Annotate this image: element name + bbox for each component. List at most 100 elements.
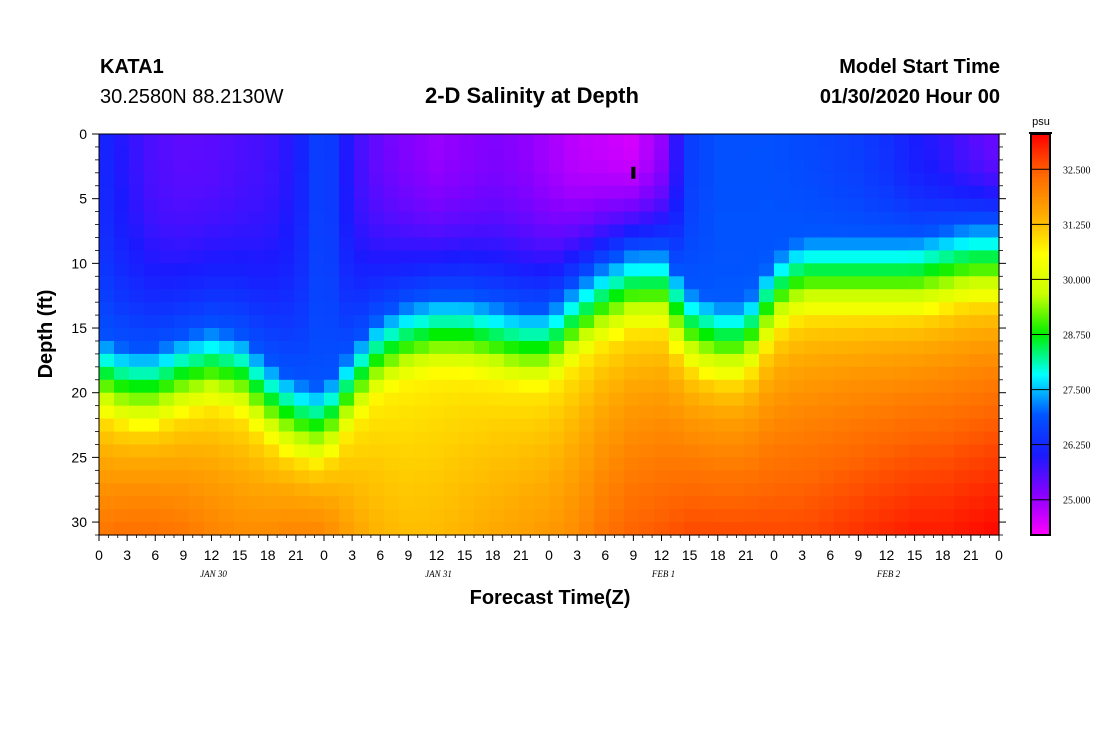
heatmap-cell: [294, 457, 310, 471]
heatmap-cell: [414, 159, 430, 174]
heatmap-cell: [309, 470, 325, 484]
heatmap-cell: [939, 340, 955, 355]
heatmap-cell: [144, 146, 160, 161]
heatmap-cell: [144, 224, 160, 239]
heatmap-cell: [354, 496, 370, 510]
heatmap-cell: [309, 263, 325, 277]
heatmap-cell: [324, 276, 340, 290]
heatmap-cell: [624, 418, 640, 433]
heatmap-cell: [654, 146, 670, 161]
heatmap-cell: [339, 392, 355, 407]
heatmap-cell: [189, 172, 205, 187]
heatmap-cell: [744, 522, 760, 536]
heatmap-cell: [699, 418, 715, 433]
heatmap-cell: [249, 470, 265, 484]
heatmap-cell: [804, 185, 820, 200]
heatmap-cell: [624, 302, 640, 316]
heatmap-cell: [744, 172, 760, 187]
heatmap-cell: [279, 366, 295, 381]
heatmap-cell: [294, 172, 310, 187]
heatmap-cell: [609, 198, 625, 213]
heatmap-cell: [609, 289, 625, 303]
heatmap-cell: [189, 198, 205, 213]
heatmap-cell: [714, 457, 730, 471]
heatmap-cell: [249, 483, 265, 497]
heatmap-cell: [234, 392, 250, 407]
heatmap-cell: [699, 509, 715, 523]
heatmap-cell: [504, 159, 520, 174]
heatmap-cell: [834, 392, 850, 407]
heatmap-cell: [174, 134, 190, 148]
heatmap-cell: [534, 289, 550, 303]
heatmap-cell: [894, 457, 910, 471]
heatmap-cell: [354, 146, 370, 161]
heatmap-cell: [879, 276, 895, 290]
heatmap-cell: [699, 237, 715, 252]
heatmap-cell: [894, 405, 910, 420]
heatmap-cell: [159, 340, 175, 355]
heatmap-cell: [534, 263, 550, 277]
heatmap-cell: [459, 379, 475, 394]
heatmap-cell: [849, 172, 865, 187]
heatmap-cell: [954, 250, 970, 264]
heatmap-cell: [834, 315, 850, 329]
heatmap-cell: [429, 340, 445, 355]
heatmap-cell: [699, 134, 715, 148]
heatmap-cell: [624, 496, 640, 510]
heatmap-cell: [219, 315, 235, 329]
heatmap-cell: [459, 224, 475, 239]
heatmap-cell: [519, 146, 535, 161]
heatmap-cell: [474, 172, 490, 187]
heatmap-cell: [339, 328, 355, 342]
heatmap-cell: [354, 457, 370, 471]
heatmap-cell: [714, 496, 730, 510]
heatmap-cell: [819, 146, 835, 161]
heatmap-cell: [279, 470, 295, 484]
colorbar-tick-label: 31.250: [1063, 220, 1091, 231]
heatmap-cell: [219, 353, 235, 368]
heatmap-cell: [459, 509, 475, 523]
heatmap-cell: [864, 444, 880, 458]
heatmap-cell: [204, 444, 220, 458]
heatmap-cell: [579, 366, 595, 381]
heatmap-cell: [414, 353, 430, 368]
heatmap-cell: [339, 159, 355, 174]
heatmap-cell: [564, 134, 580, 148]
heatmap-cell: [324, 353, 340, 368]
heatmap-cell: [789, 366, 805, 381]
heatmap-cell: [609, 483, 625, 497]
heatmap-cell: [534, 366, 550, 381]
heatmap-cell: [249, 159, 265, 174]
heatmap-cell: [984, 457, 1000, 471]
heatmap-cell: [474, 289, 490, 303]
heatmap-cell: [249, 315, 265, 329]
heatmap-cell: [879, 392, 895, 407]
heatmap-cell: [774, 237, 790, 252]
heatmap-cell: [369, 496, 385, 510]
heatmap-cell: [429, 328, 445, 342]
heatmap-cell: [864, 483, 880, 497]
heatmap-cell: [594, 198, 610, 213]
heatmap-cell: [204, 470, 220, 484]
heatmap-cell: [369, 392, 385, 407]
heatmap-cell: [99, 509, 115, 523]
heatmap-cell: [534, 340, 550, 355]
heatmap-cell: [99, 392, 115, 407]
heatmap-cell: [534, 509, 550, 523]
heatmap-cell: [309, 302, 325, 316]
heatmap-cell: [294, 263, 310, 277]
heatmap-cell: [384, 237, 400, 252]
heatmap-cell: [954, 366, 970, 381]
heatmap-cell: [174, 483, 190, 497]
heatmap-cell: [579, 172, 595, 187]
heatmap-cell: [444, 159, 460, 174]
heatmap-cell: [729, 289, 745, 303]
heatmap-cell: [369, 328, 385, 342]
heatmap-cell: [954, 457, 970, 471]
heatmap-cell: [399, 405, 415, 420]
heatmap-cell: [504, 289, 520, 303]
heatmap-cell: [684, 522, 700, 536]
heatmap-cell: [99, 134, 115, 148]
heatmap-cell: [384, 159, 400, 174]
heatmap-cell: [819, 496, 835, 510]
